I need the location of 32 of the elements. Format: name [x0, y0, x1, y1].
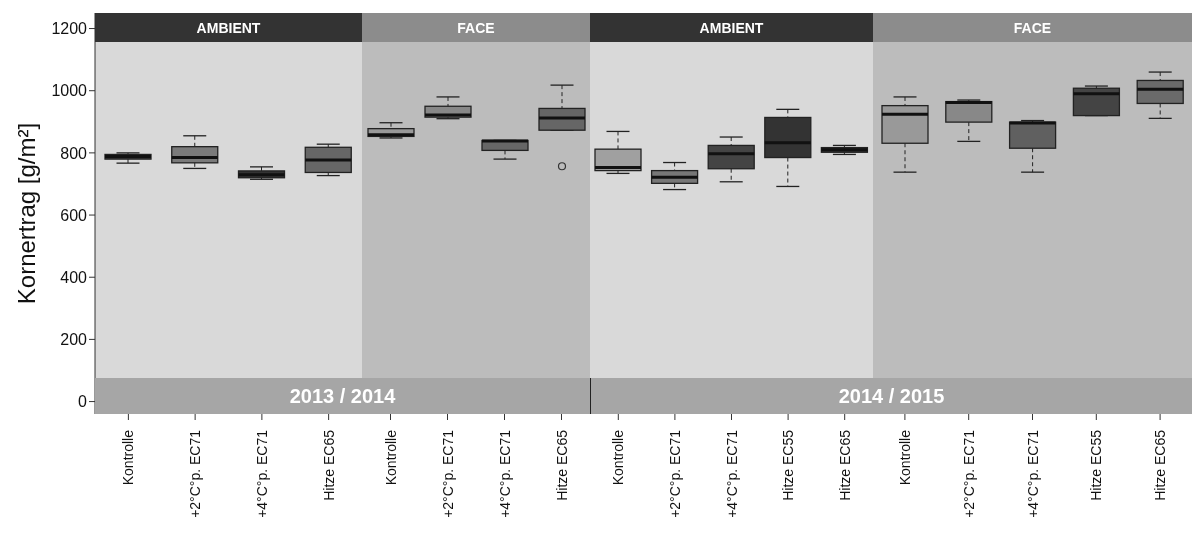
y-tick-label: 400	[60, 268, 88, 286]
y-tick-label: 600	[60, 206, 88, 224]
y-tick-label: 800	[60, 144, 88, 162]
x-tick-label: +4°C°p. EC71	[253, 429, 270, 518]
panel-header-strip: FACE	[873, 13, 1192, 42]
y-tick-label: 1000	[51, 82, 88, 100]
x-tick-label: +4°C°p. EC71	[1024, 429, 1041, 518]
panel-header-strip: FACE	[362, 13, 590, 42]
x-tick-label: +2°C°p. EC71	[666, 429, 683, 518]
x-tick-label: Kontrolle	[896, 429, 913, 486]
x-tick-label: Kontrolle	[382, 429, 399, 486]
x-tick-label: +4°C°p. EC71	[496, 429, 513, 518]
season-strip: 2013 / 2014	[95, 378, 590, 414]
y-tick-label: 200	[60, 331, 88, 349]
season-strip: 2014 / 2015	[590, 378, 1192, 414]
x-tick-label: +2°C°p. EC71	[187, 429, 204, 518]
x-tick-label: Hitze EC65	[553, 429, 570, 501]
x-tick-label: Hitze EC65	[1152, 429, 1169, 501]
y-tick-label: 1200	[51, 20, 88, 38]
panel-header-strip: AMBIENT	[95, 13, 362, 42]
x-tick-label: Hitze EC65	[320, 429, 337, 501]
x-tick-label: Kontrolle	[120, 429, 137, 486]
x-tick-label: Kontrolle	[610, 429, 627, 486]
x-tick-label: Hitze EC65	[836, 429, 853, 501]
panel-header-strip: AMBIENT	[590, 13, 873, 42]
x-tick-label: +4°C°p. EC71	[723, 429, 740, 518]
x-tick-label: Hitze EC55	[1088, 429, 1105, 501]
y-axis-title: Kornertrag [g/m²]	[12, 122, 40, 305]
x-tick-label: +2°C°p. EC71	[960, 429, 977, 518]
x-tick-label: Hitze EC55	[780, 429, 797, 501]
y-tick-label: 0	[78, 393, 88, 411]
x-tick-label: +2°C°p. EC71	[439, 429, 456, 518]
